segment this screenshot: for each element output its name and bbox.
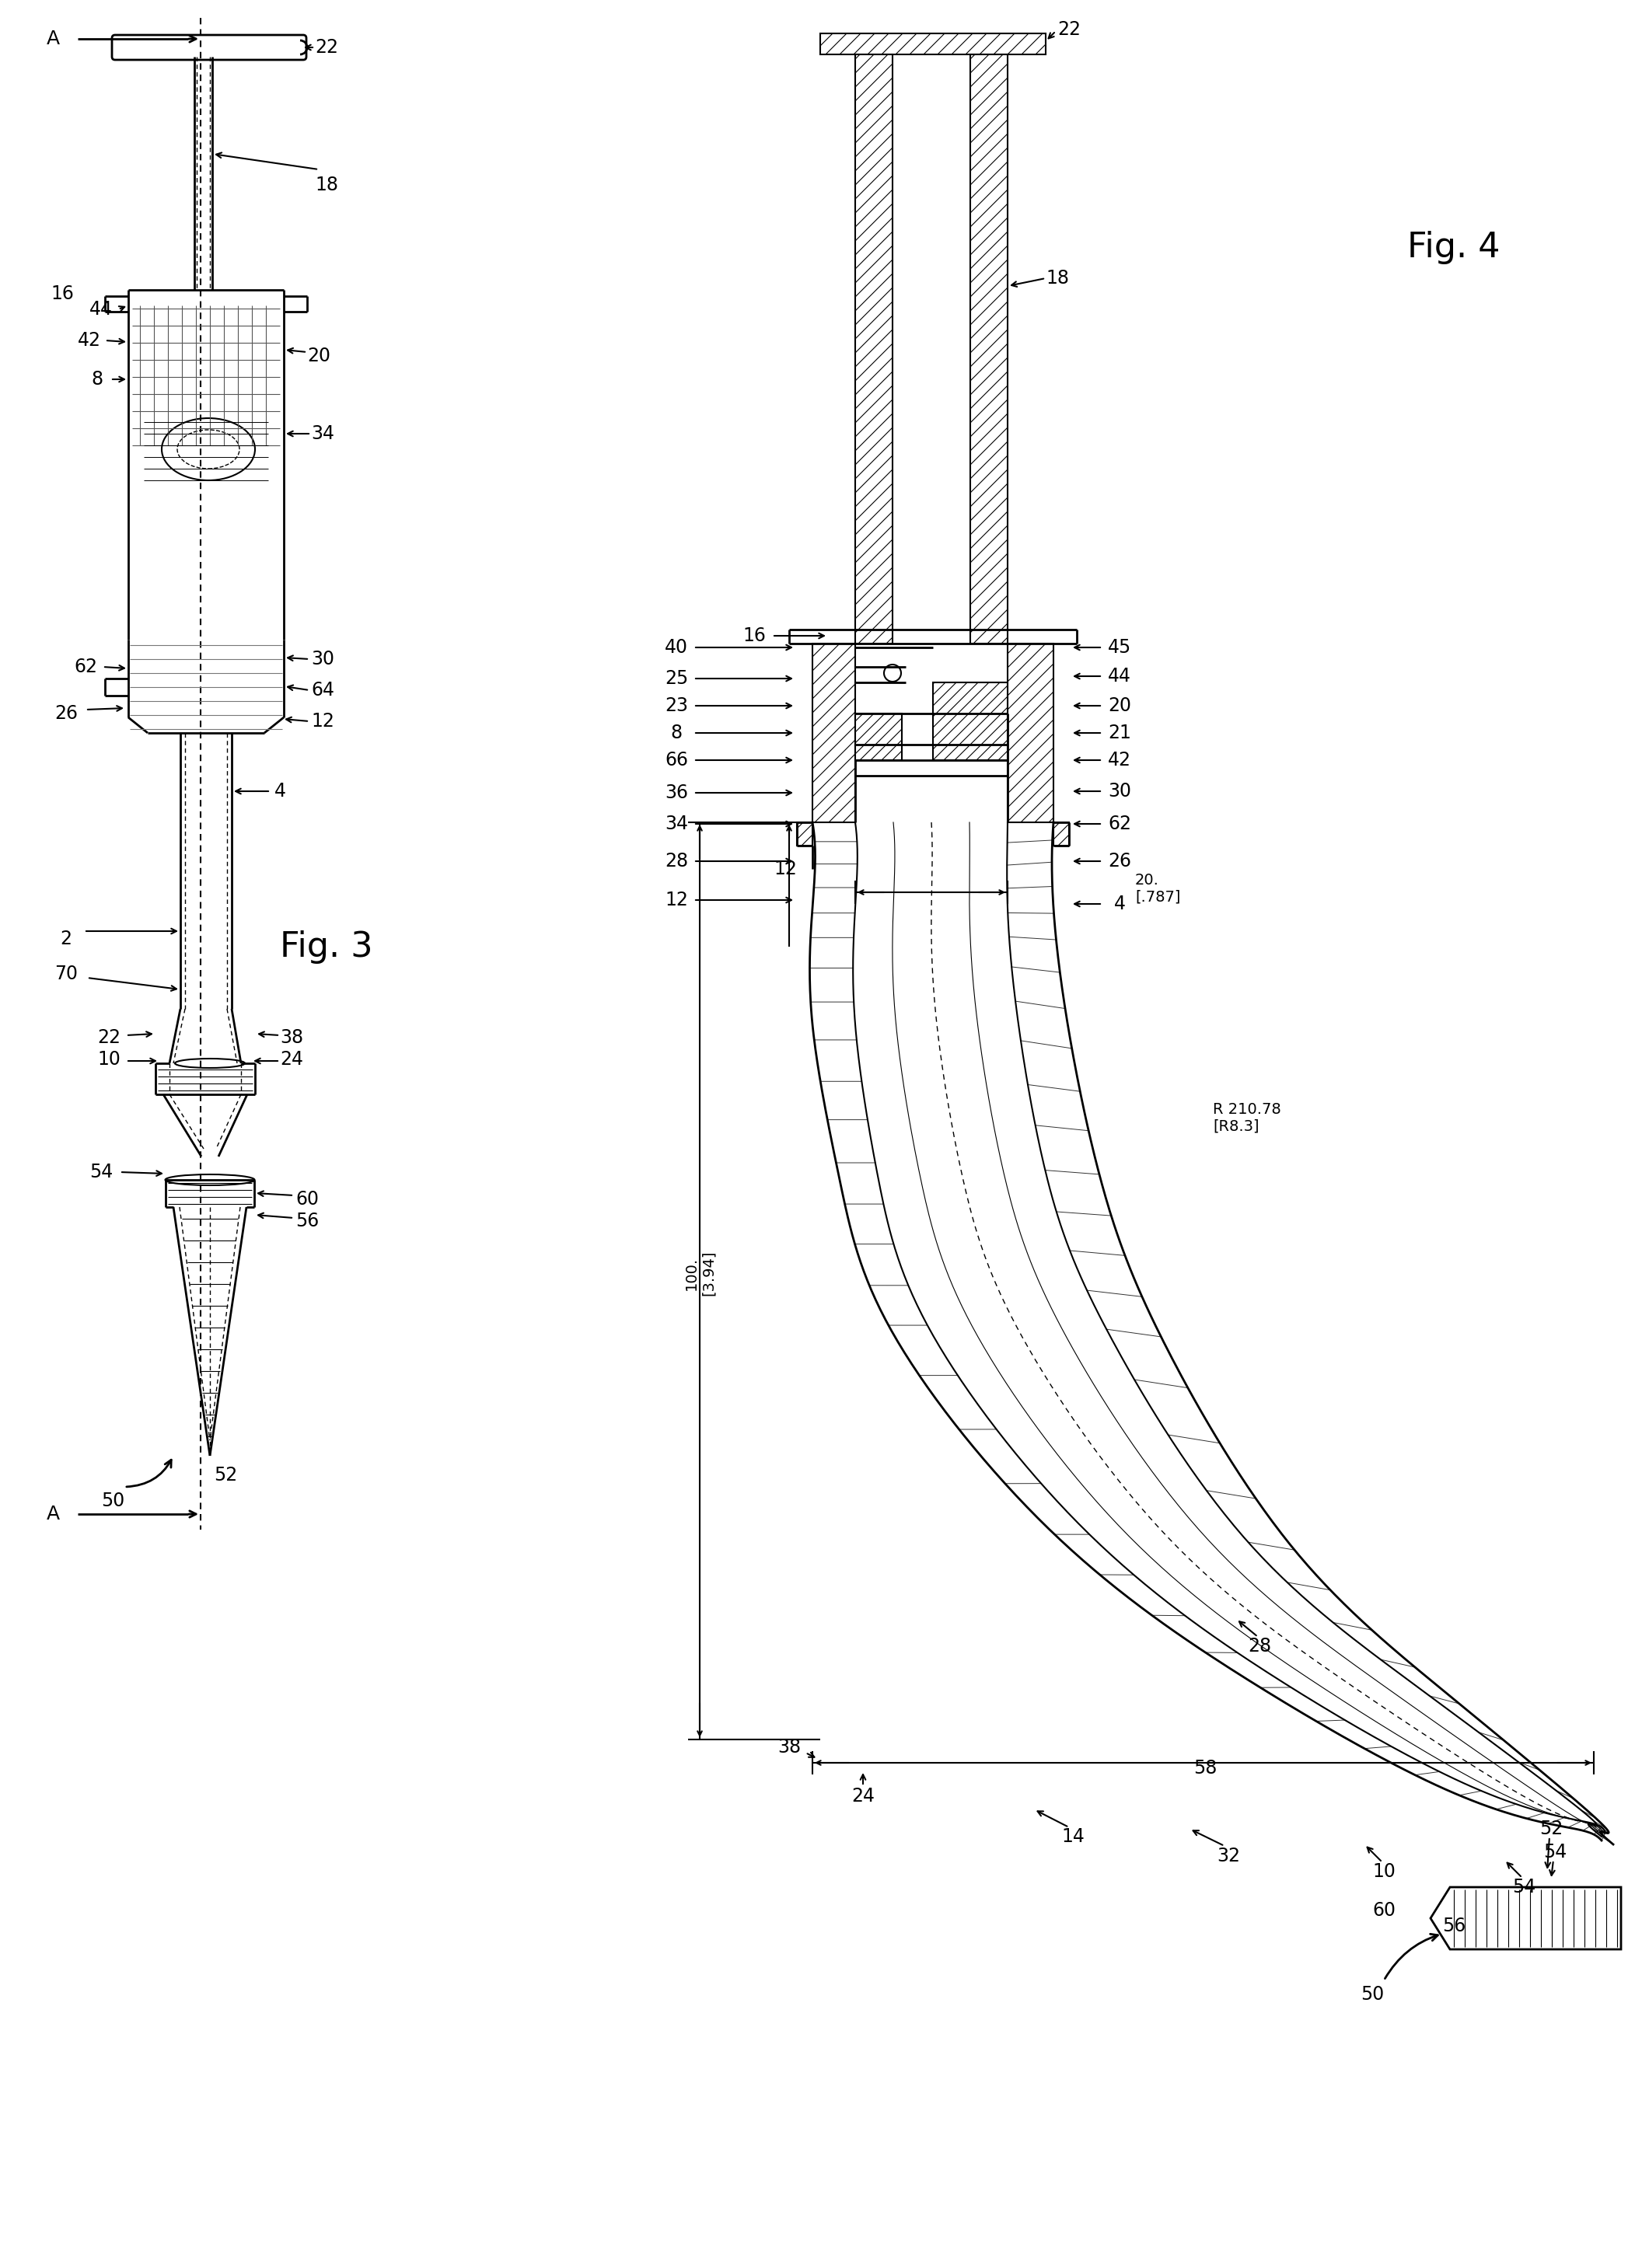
Text: R 210.78
[R8.3]: R 210.78 [R8.3]: [1213, 1102, 1282, 1134]
Text: 54: 54: [1512, 1878, 1535, 1896]
Text: 54: 54: [90, 1163, 113, 1182]
Bar: [855, 714, 903, 760]
Text: 38: 38: [280, 1027, 302, 1048]
Text: 66: 66: [665, 751, 688, 769]
Text: 26: 26: [54, 703, 78, 723]
Text: 30: 30: [311, 649, 334, 669]
Text: 18: 18: [1046, 270, 1069, 288]
Bar: [813, 644, 855, 823]
Text: 64: 64: [311, 680, 334, 699]
Text: 22: 22: [1058, 20, 1081, 39]
Text: 20: 20: [1109, 696, 1131, 714]
Text: 12: 12: [773, 860, 796, 878]
Text: 30: 30: [1109, 782, 1131, 801]
Ellipse shape: [165, 1175, 255, 1186]
Bar: [796, 823, 813, 846]
Bar: [1053, 823, 1069, 846]
Text: 62: 62: [74, 658, 96, 676]
Text: 10: 10: [96, 1050, 121, 1068]
Text: 4: 4: [275, 782, 286, 801]
Text: 12: 12: [311, 712, 334, 730]
Text: 20: 20: [307, 347, 330, 365]
Polygon shape: [1431, 1887, 1620, 1948]
Text: 60: 60: [296, 1191, 319, 1209]
Text: 24: 24: [280, 1050, 302, 1068]
Text: 22: 22: [96, 1027, 121, 1048]
Bar: [934, 683, 1007, 760]
Text: 22: 22: [316, 39, 338, 57]
Text: 34: 34: [311, 424, 334, 442]
Text: 56: 56: [296, 1211, 319, 1229]
Text: 32: 32: [1216, 1846, 1239, 1864]
Text: 21: 21: [1109, 723, 1131, 742]
Bar: [855, 54, 893, 644]
Text: 26: 26: [1109, 853, 1131, 871]
Text: 20.
[.787]: 20. [.787]: [1135, 873, 1180, 905]
Ellipse shape: [175, 1059, 245, 1068]
Text: A: A: [47, 29, 60, 48]
Text: 16: 16: [51, 284, 74, 304]
Text: 54: 54: [1543, 1844, 1566, 1862]
Text: 8: 8: [92, 370, 103, 388]
Text: 23: 23: [665, 696, 688, 714]
Text: A: A: [47, 1504, 60, 1524]
Text: 25: 25: [665, 669, 688, 687]
Text: 58: 58: [1194, 1760, 1216, 1778]
Text: 24: 24: [852, 1787, 875, 1805]
Text: 100.
[3.94]: 100. [3.94]: [683, 1250, 716, 1295]
Text: 34: 34: [665, 814, 688, 832]
Text: 44: 44: [1109, 667, 1131, 685]
Text: 8: 8: [670, 723, 682, 742]
Text: 36: 36: [665, 782, 688, 803]
Text: 10: 10: [1372, 1862, 1396, 1880]
Bar: [970, 54, 1007, 644]
Text: 50: 50: [101, 1492, 124, 1510]
Text: 52: 52: [214, 1465, 237, 1486]
Text: 70: 70: [54, 964, 78, 984]
Text: 50: 50: [1360, 1984, 1383, 2003]
Bar: [821, 34, 1046, 54]
Text: 16: 16: [742, 626, 765, 644]
Text: 28: 28: [665, 853, 688, 871]
Text: Fig. 4: Fig. 4: [1408, 231, 1501, 263]
Text: 42: 42: [78, 331, 101, 349]
Text: 60: 60: [1372, 1901, 1396, 1919]
Text: 18: 18: [316, 175, 338, 195]
Text: 40: 40: [665, 637, 688, 658]
Text: Fig. 3: Fig. 3: [280, 930, 373, 964]
Text: 45: 45: [1109, 637, 1131, 658]
Text: 42: 42: [1109, 751, 1131, 769]
Ellipse shape: [885, 665, 901, 683]
Text: 56: 56: [1442, 1916, 1465, 1935]
Bar: [1007, 644, 1053, 823]
Text: 14: 14: [1061, 1828, 1084, 1846]
Text: 52: 52: [1539, 1819, 1563, 1837]
Text: 44: 44: [90, 299, 113, 320]
Text: 28: 28: [1248, 1637, 1270, 1656]
Text: 2: 2: [60, 930, 72, 948]
Text: 4: 4: [1113, 894, 1125, 914]
Text: 62: 62: [1109, 814, 1131, 832]
Text: 12: 12: [665, 891, 688, 909]
Text: 38: 38: [777, 1737, 801, 1758]
FancyBboxPatch shape: [111, 34, 306, 59]
